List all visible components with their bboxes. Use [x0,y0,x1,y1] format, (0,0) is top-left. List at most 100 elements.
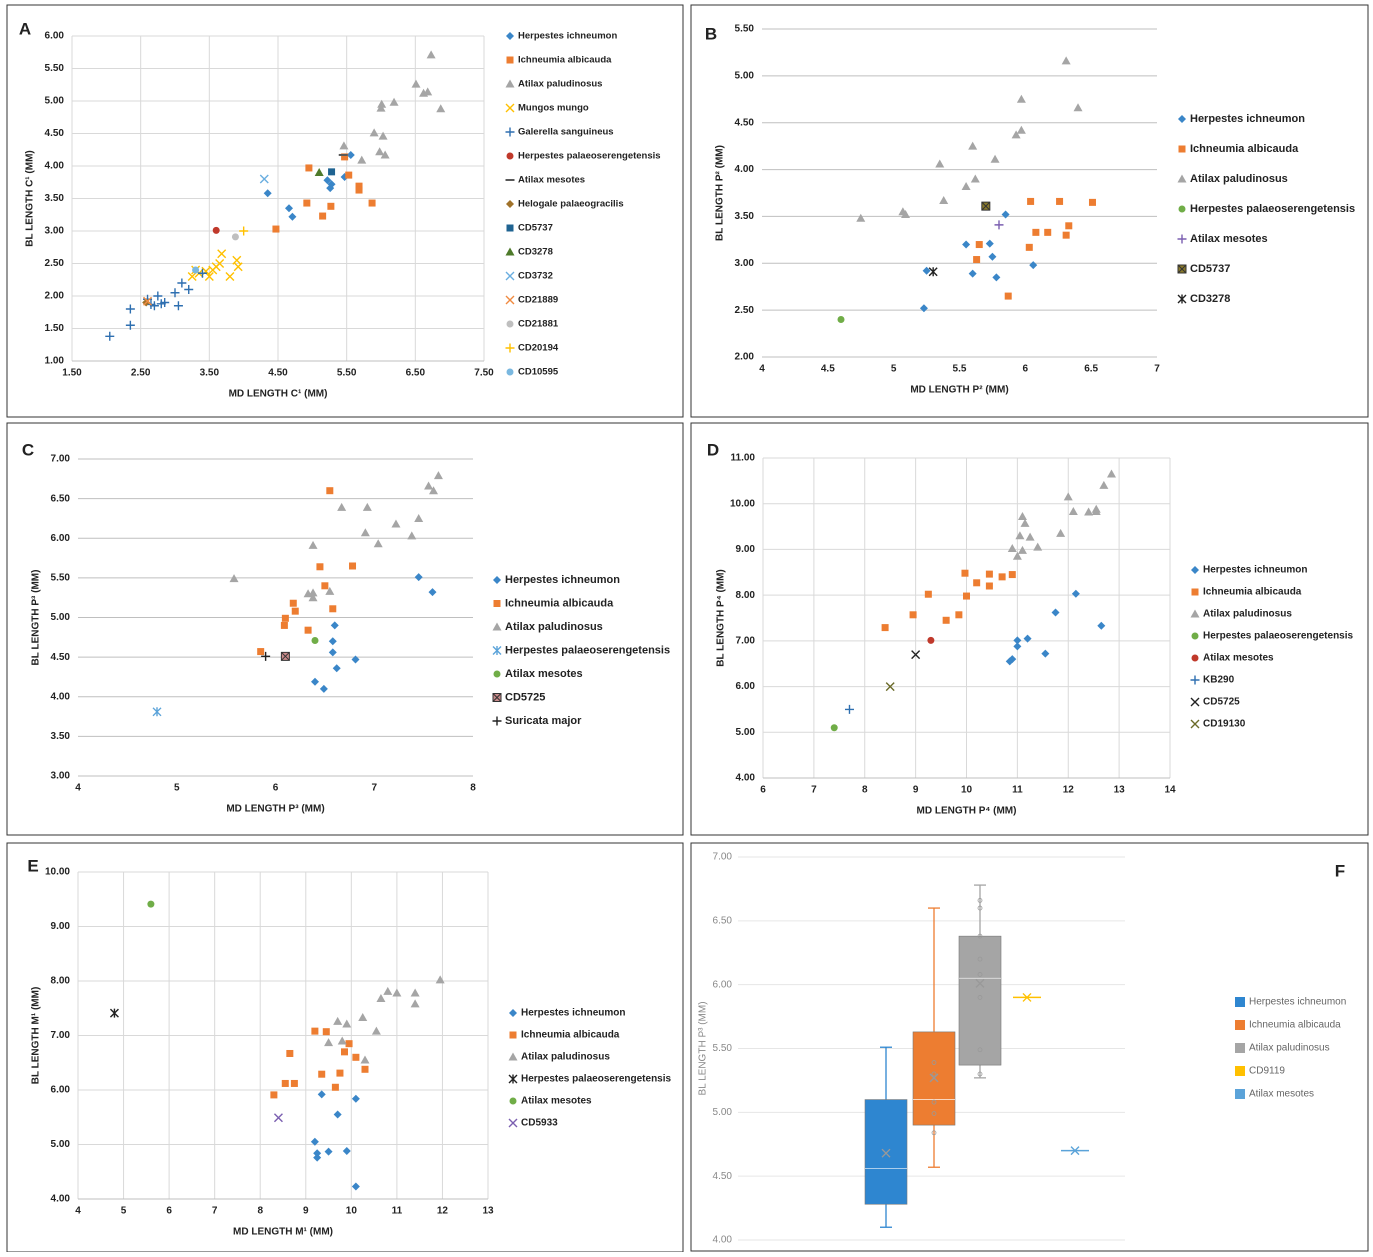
marker-triangle [433,471,443,480]
marker-triangle [380,150,390,159]
legend-marker [505,103,515,113]
y-tick-label: 4.50 [51,652,71,663]
legend-label: Atilax mesotes [518,175,585,186]
y-tick-label: 7.00 [713,852,733,863]
marker-triangle [325,586,335,595]
y-tick-label: 4.50 [713,1171,733,1182]
marker-x [225,272,235,281]
x-tick-label: 10 [346,1206,358,1217]
marker-triangle [371,1026,381,1035]
marker-square [881,624,889,632]
marker-square [328,168,336,176]
marker-square [955,611,963,619]
marker-diamond [328,637,337,646]
x-tick-label: 13 [1114,785,1126,796]
panel-frame [6,4,684,418]
x-axis-title: MD LENGTH P³ (MM) [226,804,324,815]
panel-frame [690,4,1369,418]
legend-marker [506,224,514,232]
legend-marker [505,127,515,137]
legend-label: Herpestes palaeoserengetensis [505,644,670,656]
marker-square [355,186,363,194]
marker-circle [231,233,239,241]
legend-marker [1178,115,1186,123]
marker-diamond [288,212,297,221]
legend-marker [509,1031,517,1039]
marker-triangle [1007,544,1017,553]
marker-triangle [376,993,386,1002]
marker-triangle [391,519,401,528]
x-tick-label: 6.50 [406,368,426,379]
marker-diamond [351,1094,360,1103]
y-tick-label: 4.00 [713,1235,733,1246]
marker-triangle [410,999,420,1008]
marker-square [1027,197,1035,205]
legend-label: CD21881 [518,319,559,330]
marker-triangle [375,147,385,156]
marker-diamond [324,1147,333,1156]
y-tick-label: 1.50 [45,323,65,334]
marker-triangle [1016,94,1026,103]
marker-triangle [337,1036,347,1045]
marker-x [929,1073,939,1083]
marker-square [318,1070,326,1078]
marker-triangle [429,486,438,495]
x-tick-label: 10 [961,785,973,796]
marker-square [280,621,288,629]
legend-marker [1190,697,1200,707]
marker-square [1088,198,1096,206]
marker-triangle [362,502,372,511]
marker-triangle [229,574,239,583]
x-tick-label: 7 [811,785,817,796]
legend-marker [1178,145,1186,153]
panel-letter: B [705,24,717,43]
marker-plus [994,220,1004,230]
x-tick-label: 8 [470,783,476,794]
legend-swatch [1235,1089,1245,1099]
marker-square [345,171,353,179]
marker-diamond [323,176,332,185]
marker-plus [197,268,207,278]
marker-x [885,682,895,692]
y-tick-label: 4.00 [45,161,65,172]
legend-label: Herpestes ichneumon [1203,565,1307,576]
legend-label: Atilax paludinosus [505,621,603,633]
marker-triangle [424,481,434,490]
marker-diamond [332,664,341,673]
marker-diamond [1005,657,1014,666]
marker-diamond [313,1149,322,1158]
legend-marker [492,716,502,726]
marker-x [215,259,225,268]
legend-label: Atilax paludinosus [1190,173,1288,185]
marker-diamond [333,1110,342,1119]
x-tick-label: 4 [75,783,81,794]
y-tick-label: 5.00 [51,1139,71,1150]
marker-square [291,607,299,615]
legend-label: Ichneumia albicauda [521,1030,620,1041]
legend-marker [1177,294,1187,304]
x-tick-label: 12 [1063,785,1075,796]
x-tick-label: 9 [913,785,919,796]
x-tick-label: 4 [759,364,765,375]
marker-circle [927,636,935,644]
legend-marker [506,56,514,64]
panel-frame [6,422,684,836]
data-point [977,995,983,1000]
legend-label: Ichneumia albicauda [505,597,614,609]
y-tick-label: 6.00 [713,979,733,990]
marker-circle [837,316,845,324]
legend-marker [509,1009,517,1017]
y-tick-label: 4.00 [51,1194,71,1205]
legend-marker [1190,675,1200,685]
marker-triangle [314,168,324,176]
marker-plus [153,291,163,301]
marker-square [319,212,327,220]
y-tick-label: 5.00 [736,727,756,738]
marker-triangle [961,181,971,190]
y-tick-label: 2.50 [45,258,65,269]
legend-label: CD5737 [1190,263,1230,275]
marker-square [331,1083,339,1091]
marker-diamond [310,1137,319,1146]
box [958,935,1002,1066]
y-tick-label: 3.50 [735,211,755,222]
